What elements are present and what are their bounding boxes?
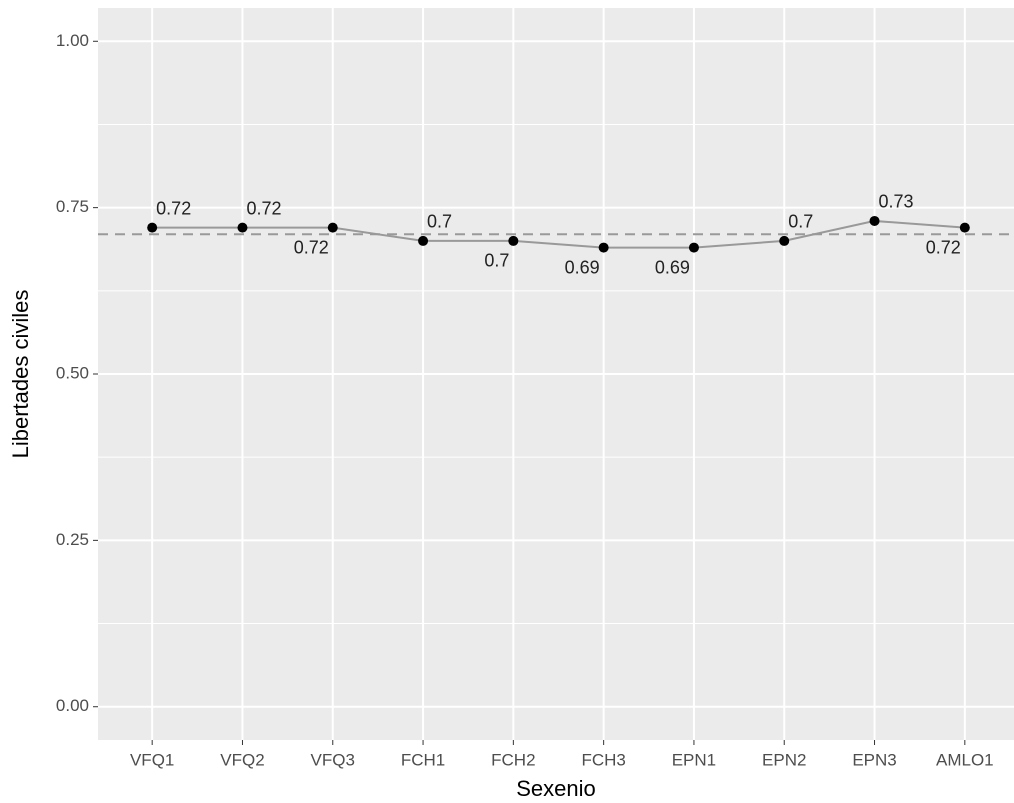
x-tick-label: FCH2: [491, 750, 535, 769]
y-tick-label: 0.00: [56, 696, 89, 715]
x-tick-label: VFQ2: [220, 750, 264, 769]
data-label: 0.7: [427, 212, 452, 232]
x-tick-label: EPN2: [762, 750, 806, 769]
point: [147, 222, 158, 233]
x-tick-label: FCH3: [581, 750, 625, 769]
point: [327, 222, 338, 233]
y-tick-label: 0.25: [56, 530, 89, 549]
point: [779, 235, 790, 246]
x-tick-label: EPN1: [672, 750, 716, 769]
data-label: 0.7: [484, 251, 509, 271]
point: [508, 235, 519, 246]
point: [959, 222, 970, 233]
x-tick-label: VFQ3: [311, 750, 355, 769]
data-label: 0.72: [246, 198, 281, 218]
data-label: 0.72: [156, 198, 191, 218]
point: [598, 242, 609, 253]
data-label: 0.7: [788, 212, 813, 232]
data-label: 0.72: [294, 237, 329, 257]
y-tick-label: 0.50: [56, 363, 89, 382]
x-tick-label: EPN3: [852, 750, 896, 769]
point: [418, 235, 429, 246]
y-tick-label: 1.00: [56, 31, 89, 50]
y-tick-label: 0.75: [56, 197, 89, 216]
point: [237, 222, 248, 233]
x-tick-label: FCH1: [401, 750, 445, 769]
data-label: 0.72: [926, 237, 961, 257]
x-axis-title: Sexenio: [516, 776, 596, 801]
x-tick-label: VFQ1: [130, 750, 174, 769]
data-label: 0.73: [879, 192, 914, 212]
y-axis-title: Libertades civiles: [8, 290, 33, 459]
x-tick-label: AMLO1: [936, 750, 994, 769]
data-label: 0.69: [565, 257, 600, 277]
point: [688, 242, 699, 253]
line: [152, 219, 965, 249]
data-label: 0.69: [655, 257, 690, 277]
point: [869, 215, 880, 226]
